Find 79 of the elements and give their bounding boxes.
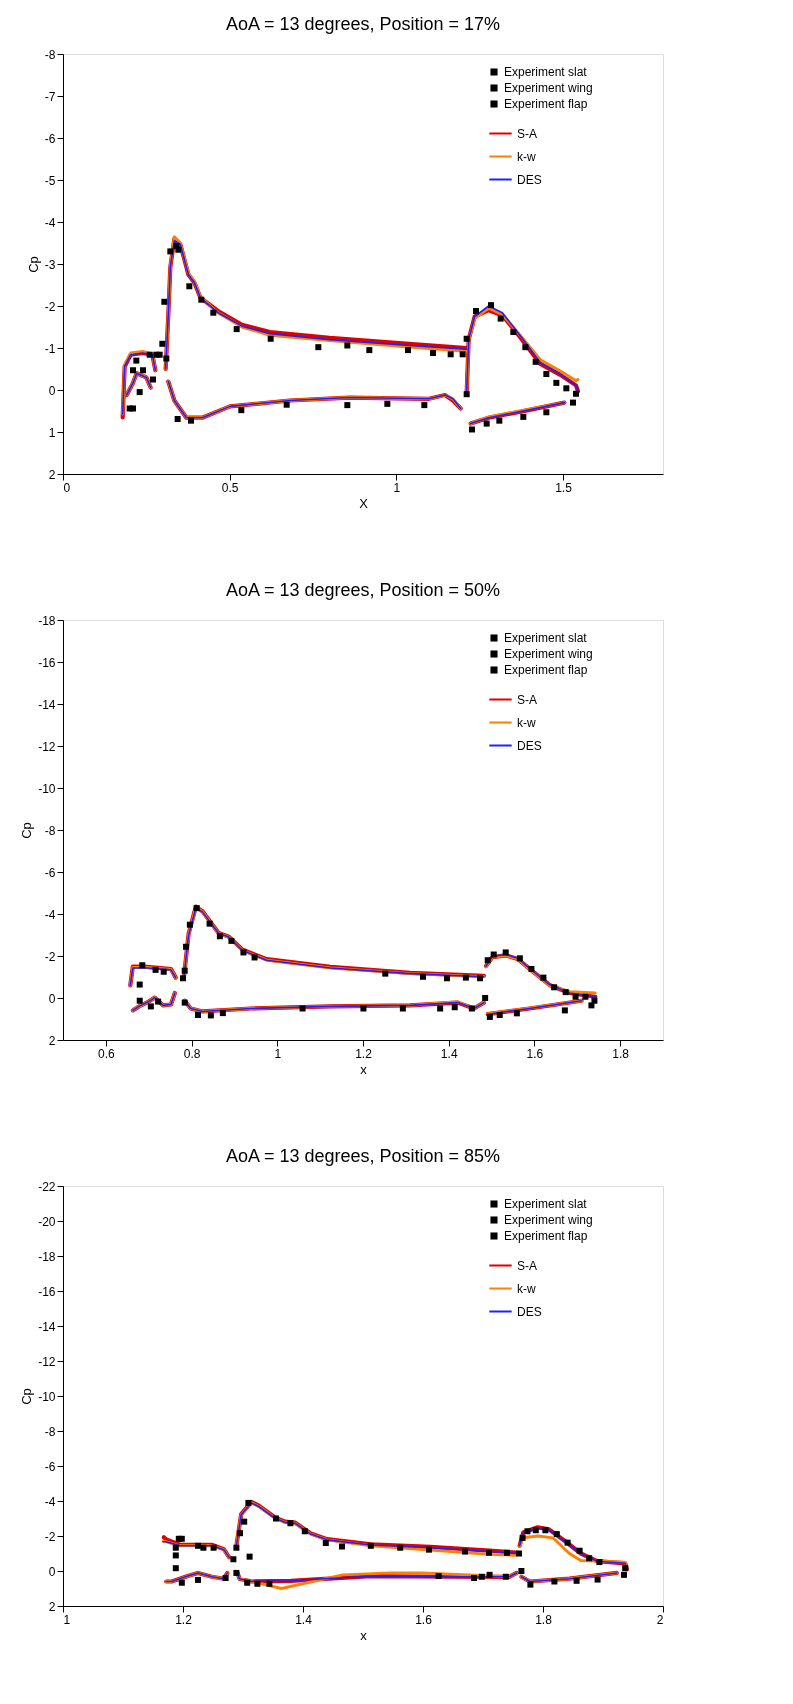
legend-label: Experiment slat [504,631,588,645]
legend-label: k-w [517,149,536,164]
x-tick-label: 0.5 [221,480,239,495]
y-tick-label: -14 [38,697,56,712]
y-tick-label: -7 [44,89,56,104]
x-tick-label: 0 [63,480,71,495]
legend-label: Experiment wing [504,81,593,95]
x-tick-label: 1.8 [612,1046,630,1061]
y-tick-label: -14 [38,1319,56,1334]
y-tick-label: 0 [48,1564,56,1579]
y-tick-label: -2 [44,1529,56,1544]
chart-title: AoA = 13 degrees, Position = 50% [225,580,501,600]
y-tick-label: 0 [48,991,56,1006]
legend-label: S-A [517,1258,538,1273]
y-tick-label: -2 [44,949,56,964]
x-tick-label: 1.4 [295,1612,313,1627]
legend-label: S-A [517,692,538,707]
x-tick-label: 1 [393,480,401,495]
y-tick-label: -22 [38,1179,56,1194]
y-tick-label: -20 [38,1214,56,1229]
x-tick-label: 1 [63,1612,71,1627]
y-tick-label: 0 [48,383,56,398]
legend-label: k-w [517,715,536,730]
x-tick-label: 1 [274,1046,282,1061]
legend-label: DES [517,738,542,753]
y-tick-label: -4 [44,1494,56,1509]
legend-label: Experiment wing [504,647,593,661]
x-tick-label: 1.8 [535,1612,553,1627]
x-tick-label: 1.4 [440,1046,458,1061]
legend-label: DES [517,1304,542,1319]
y-tick-label: -12 [38,739,56,754]
y-tick-label: -10 [38,1389,56,1404]
y-tick-label: -6 [44,865,56,880]
legend-label: Experiment wing [504,1213,593,1227]
y-tick-label: -4 [44,215,56,230]
y-tick-label: -8 [44,47,56,62]
legend-label: Experiment flap [504,663,588,677]
y-tick-label: -10 [38,781,56,796]
legend-label: DES [517,172,542,187]
legend-label: k-w [517,1281,536,1296]
y-tick-label: 2 [48,467,56,482]
legend-label: Experiment slat [504,65,588,79]
y-tick-label: 1 [48,425,56,440]
y-tick-label: -4 [44,907,56,922]
y-tick-label: -12 [38,1354,56,1369]
x-tick-label: 2 [656,1612,664,1627]
x-tick-label: 0.6 [98,1046,116,1061]
y-tick-label: -5 [44,173,56,188]
legend-label: Experiment flap [504,1229,588,1243]
y-tick-label: -3 [44,257,56,272]
x-axis-title: x [360,1627,368,1643]
y-tick-label: -6 [44,1459,56,1474]
legend-label: Experiment slat [504,1197,588,1211]
y-tick-label: -18 [38,1249,56,1264]
y-tick-label: -18 [38,613,56,628]
y-tick-label: -16 [38,1284,56,1299]
x-axis-title: x [360,1061,368,1077]
x-tick-label: 1.6 [415,1612,433,1627]
y-tick-label: -8 [44,1424,56,1439]
y-tick-label: -6 [44,131,56,146]
y-axis-title: Cp [19,822,35,839]
y-tick-label: -2 [44,299,56,314]
y-axis-title: Cp [25,256,41,273]
y-axis-title: Cp [19,1388,35,1405]
chart-title: AoA = 13 degrees, Position = 17% [225,14,501,34]
y-tick-label: 2 [48,1599,56,1614]
legend-label: Experiment flap [504,97,588,111]
chart-title: AoA = 13 degrees, Position = 85% [225,1146,501,1166]
y-tick-label: -1 [44,341,56,356]
y-tick-label: -16 [38,655,56,670]
x-tick-label: 1.5 [555,480,573,495]
x-tick-label: 1.2 [175,1612,193,1627]
x-axis-title: X [359,495,369,511]
y-tick-label: 2 [48,1033,56,1048]
x-tick-label: 1.6 [526,1046,544,1061]
legend-label: S-A [517,126,538,141]
x-tick-label: 0.8 [183,1046,201,1061]
y-tick-label: -8 [44,823,56,838]
x-tick-label: 1.2 [355,1046,373,1061]
